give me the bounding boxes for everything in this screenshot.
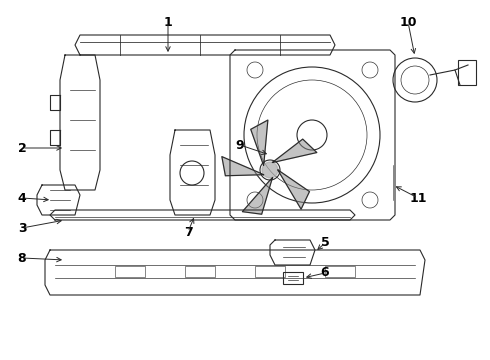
Bar — [283, 272, 303, 284]
Text: 9: 9 — [236, 139, 245, 152]
Text: 7: 7 — [184, 225, 193, 239]
Bar — [458, 60, 476, 85]
Bar — [325, 266, 355, 277]
Bar — [185, 266, 215, 277]
Text: 8: 8 — [18, 252, 26, 265]
Text: 10: 10 — [399, 15, 417, 28]
Bar — [255, 266, 285, 277]
Text: 4: 4 — [18, 192, 26, 204]
Text: 11: 11 — [409, 192, 427, 204]
Polygon shape — [251, 120, 268, 165]
Polygon shape — [222, 157, 264, 176]
Text: 2: 2 — [18, 141, 26, 154]
Text: 3: 3 — [18, 221, 26, 234]
Text: 5: 5 — [320, 237, 329, 249]
Polygon shape — [272, 139, 317, 162]
Circle shape — [262, 162, 278, 178]
Text: 6: 6 — [320, 266, 329, 279]
Polygon shape — [243, 177, 272, 214]
Bar — [115, 266, 145, 277]
Text: 1: 1 — [164, 15, 172, 28]
Polygon shape — [278, 170, 310, 209]
